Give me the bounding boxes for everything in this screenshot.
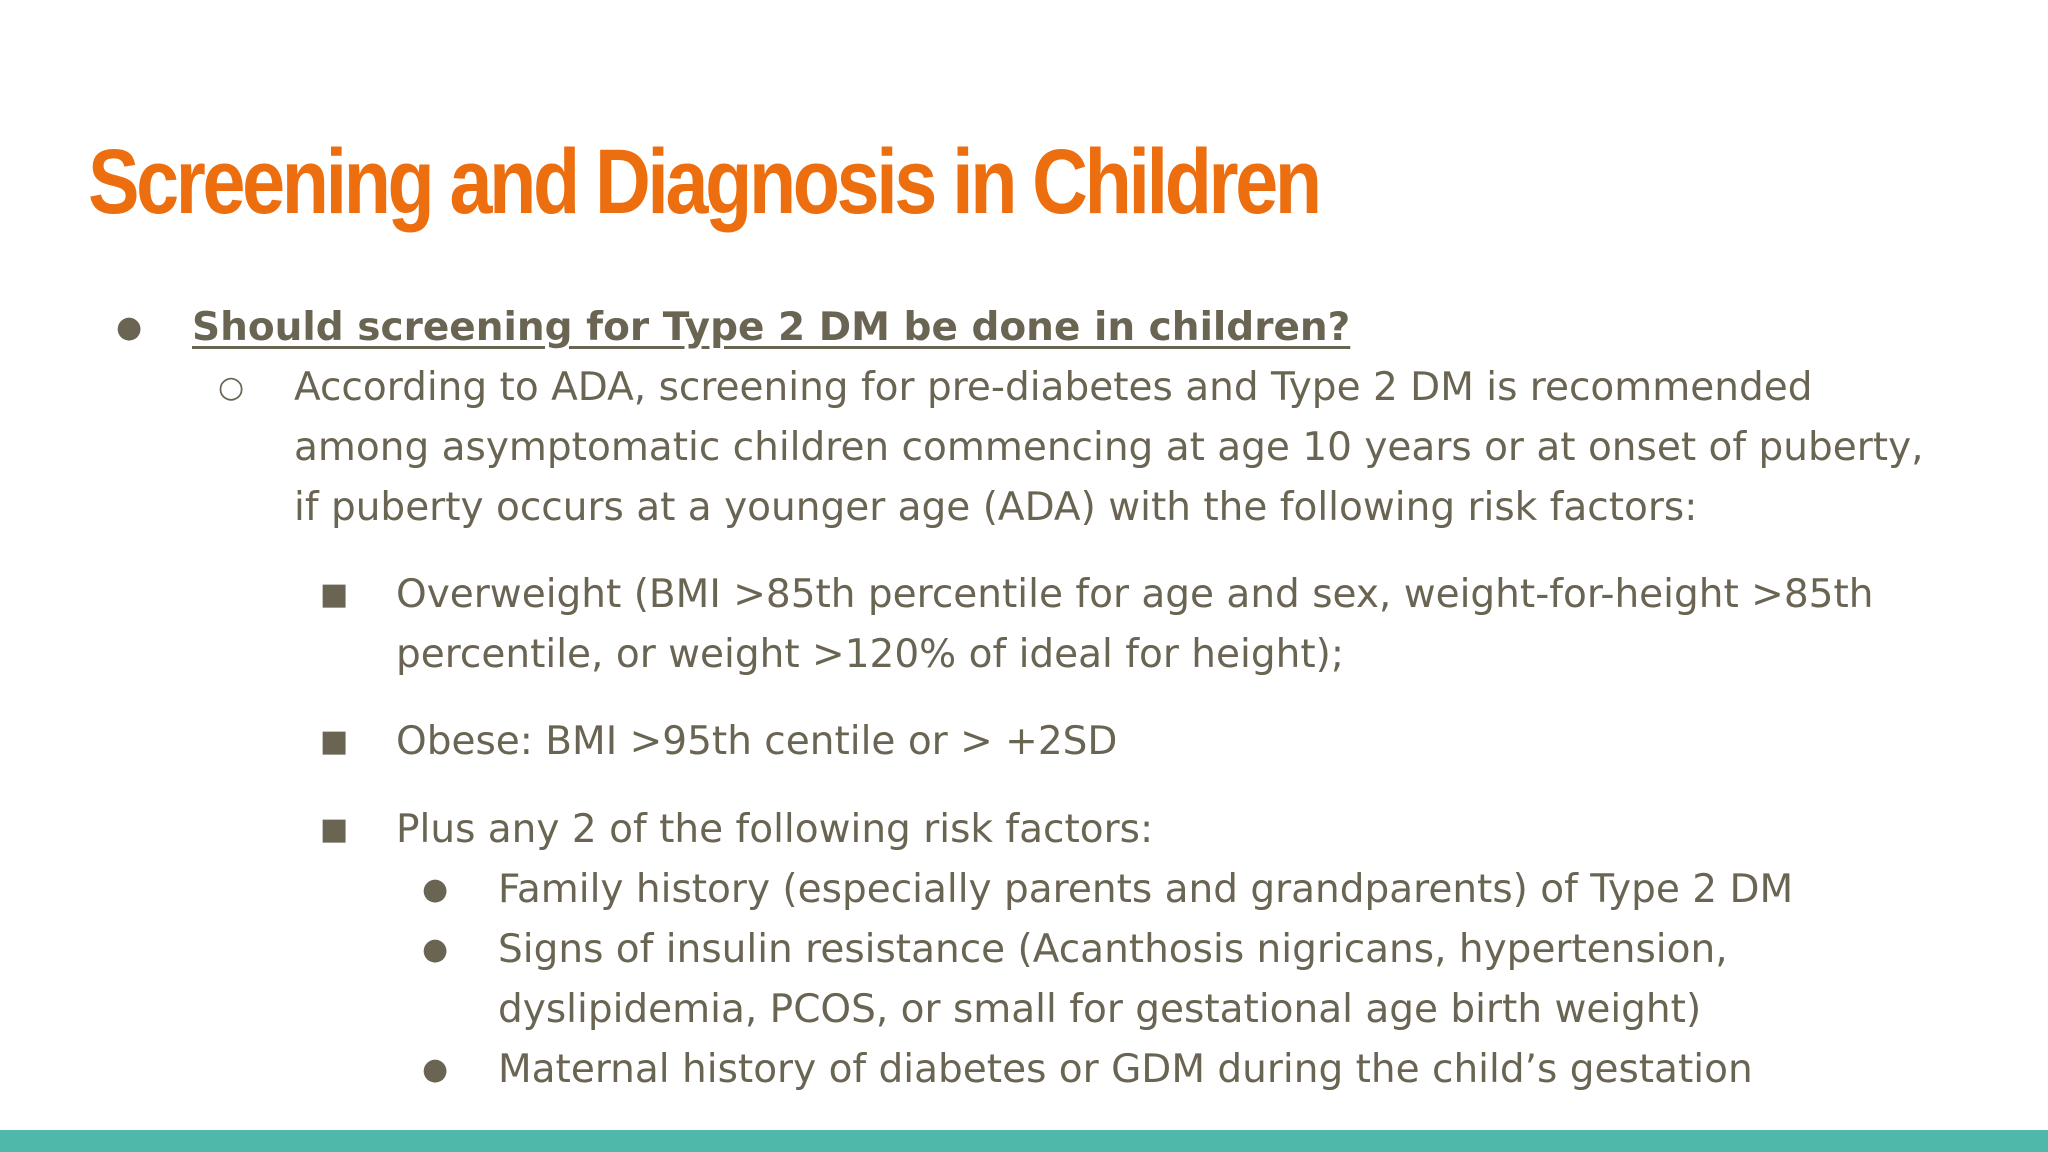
bullet-square-icon: ■ [320, 812, 349, 847]
bullet-dot-icon: ● [422, 872, 449, 907]
insulin-resistance-text: Signs of insulin resistance (Acanthosis … [498, 927, 1728, 1032]
bottom-accent-bar [0, 1130, 2048, 1152]
overweight-criteria-text: Overweight (BMI >85th percentile for age… [396, 572, 1874, 677]
bullet-circle-icon: ○ [218, 370, 245, 405]
bullet-dot-icon: ● [116, 310, 143, 345]
bullet-square-icon: ■ [320, 577, 349, 612]
bullet-dot-icon: ● [422, 932, 449, 967]
risk-factors-intro-text: Plus any 2 of the following risk factors… [396, 807, 1154, 852]
question-heading: Should screening for Type 2 DM be done i… [192, 305, 1351, 350]
family-history-text: Family history (especially parents and g… [498, 867, 1794, 912]
slide-title: Screening and Diagnosis in Children [88, 131, 1322, 233]
maternal-history-text: Maternal history of diabetes or GDM duri… [498, 1047, 1753, 1092]
bullet-square-icon: ■ [320, 724, 349, 759]
bullet-dot-icon: ● [422, 1052, 449, 1087]
ada-recommendation-text: According to ADA, screening for pre-diab… [294, 365, 1924, 530]
obese-criteria-text: Obese: BMI >95th centile or > +2SD [396, 719, 1118, 764]
